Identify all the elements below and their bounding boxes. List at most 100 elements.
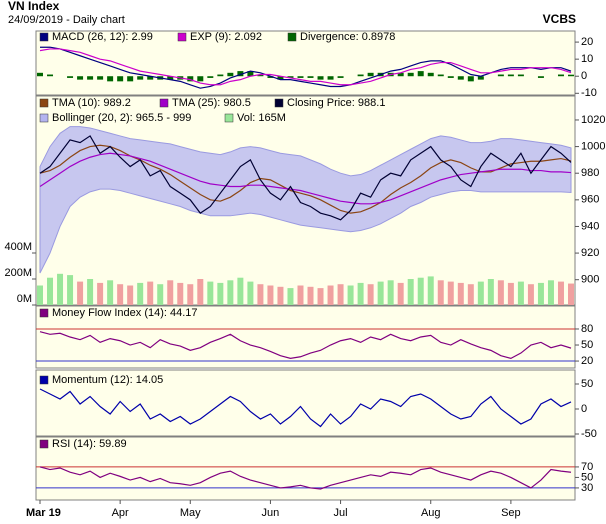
bar	[157, 284, 164, 305]
bar	[447, 76, 454, 78]
y-tick-label: 0	[581, 70, 587, 82]
y-tick-label: 0	[581, 403, 587, 415]
y-tick-label: 940	[581, 220, 599, 232]
legend-swatch	[39, 375, 49, 385]
bar	[437, 74, 444, 77]
line-series	[39, 135, 572, 221]
bar	[457, 282, 464, 305]
bar	[457, 76, 464, 80]
bar	[437, 280, 444, 305]
y-tick-label: 1000	[581, 140, 605, 152]
legend-swatch	[39, 98, 49, 108]
bar	[227, 280, 234, 305]
bar	[67, 76, 74, 78]
bar	[327, 76, 334, 80]
y2-tick-label: 400M	[4, 241, 32, 253]
bar	[407, 72, 414, 77]
legend-label: Bollinger (20, 2): 965.5 - 999	[52, 112, 191, 124]
line-series	[40, 46, 572, 89]
bar	[517, 281, 524, 305]
bar	[497, 74, 504, 77]
bar	[277, 286, 284, 305]
chart-subtitle: 24/09/2019 - Daily chart	[8, 14, 125, 26]
line-series	[39, 466, 572, 490]
y-tick-label: 50	[581, 378, 593, 390]
bar	[367, 72, 374, 77]
bar	[107, 280, 114, 305]
bar	[47, 277, 54, 305]
bar	[297, 76, 304, 78]
bar	[187, 76, 194, 82]
bar	[167, 76, 174, 80]
y-tick-label: 50	[581, 471, 593, 483]
legend-swatch	[39, 308, 49, 318]
panel	[35, 30, 576, 96]
bar	[277, 76, 284, 80]
bar	[507, 74, 514, 77]
x-tick-label: Sep	[501, 507, 521, 519]
x-tick-label: May	[180, 507, 201, 519]
legend-label: MACD (26, 12): 2.99	[52, 31, 153, 43]
bar	[557, 281, 564, 305]
bar	[367, 284, 374, 305]
bar	[247, 281, 254, 305]
bar	[327, 285, 334, 305]
bar	[197, 279, 204, 305]
legend-label: EXP (9): 2.092	[190, 31, 262, 43]
bar	[317, 288, 324, 305]
y-tick-label: 50	[581, 339, 593, 351]
bar	[57, 273, 64, 305]
x-tick-label: Jun	[262, 507, 280, 519]
x-tick-label: Mar 19	[26, 507, 61, 519]
bar	[557, 74, 564, 77]
legend-label: Momentum (12): 14.05	[52, 374, 163, 386]
bar	[37, 285, 43, 305]
bar	[127, 76, 134, 82]
legend-label: Vol: 165M	[237, 112, 286, 124]
legend-swatch	[274, 98, 284, 108]
legend-swatch	[177, 32, 187, 42]
bar	[197, 76, 204, 82]
bar	[287, 76, 294, 78]
bar	[377, 281, 384, 305]
legend-label: Money Flow Index (14): 44.17	[52, 307, 198, 319]
chart-title: VN Index	[8, 0, 60, 13]
bar	[447, 281, 454, 305]
legend-label: Divergence: 0.8978	[300, 31, 395, 43]
line-series	[39, 331, 572, 360]
bar	[547, 280, 554, 305]
bar	[397, 282, 404, 305]
legend-swatch	[39, 439, 49, 449]
bar	[87, 76, 94, 80]
bar	[568, 283, 574, 305]
legend-label: TMA (25): 980.5	[172, 97, 251, 109]
y-tick-label: 30	[581, 482, 593, 494]
bar	[467, 76, 474, 82]
bar	[167, 280, 174, 305]
y-tick-label: 900	[581, 274, 599, 286]
x-tick-label: Jul	[334, 507, 348, 519]
legend-swatch	[39, 113, 49, 123]
y-tick-label: 920	[581, 247, 599, 259]
y2-tick-label: 0M	[17, 293, 32, 305]
y-tick-label: 20	[581, 36, 593, 48]
legend-label: RSI (14): 59.89	[52, 438, 127, 450]
y-tick-label: 960	[581, 194, 599, 206]
bar	[237, 277, 244, 305]
bar	[357, 74, 364, 77]
bar	[427, 276, 434, 305]
bar	[77, 76, 84, 80]
legend-label: TMA (10): 989.2	[52, 97, 131, 109]
bar	[527, 284, 534, 305]
bar	[297, 285, 304, 305]
bar	[537, 282, 544, 305]
panel	[35, 436, 576, 501]
legend-label: Closing Price: 988.1	[287, 97, 385, 109]
bar	[117, 76, 124, 82]
bar	[467, 284, 474, 305]
bar	[207, 76, 214, 78]
y-tick-label: 1020	[581, 114, 605, 126]
bar	[177, 282, 184, 305]
bar	[97, 76, 104, 80]
bar	[568, 74, 574, 77]
